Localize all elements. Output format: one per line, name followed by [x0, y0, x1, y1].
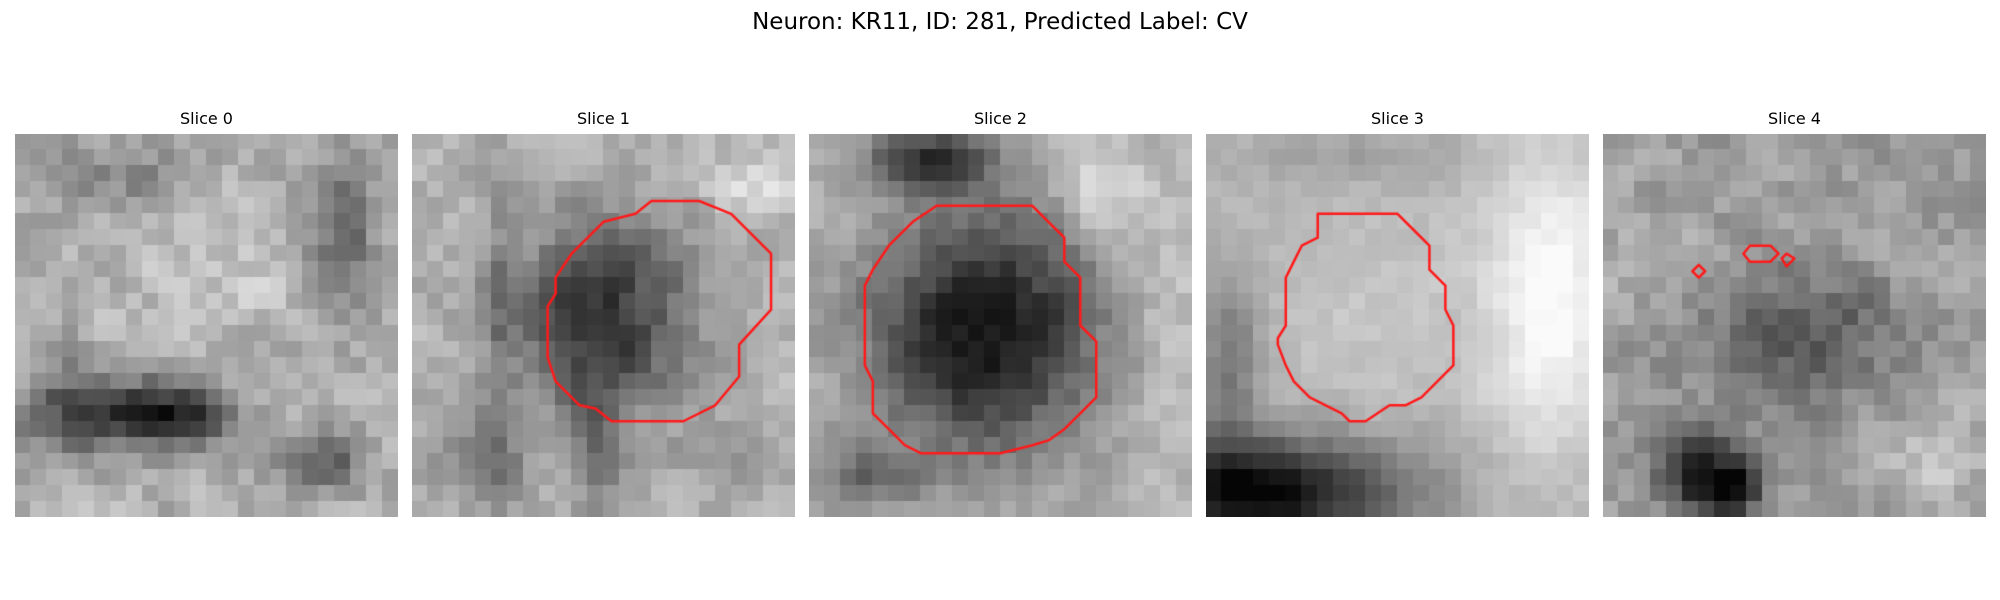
slice-panel-0: Slice 0	[15, 108, 398, 517]
slice-panel-4: Slice 4	[1603, 108, 1986, 517]
slice-image	[412, 134, 795, 517]
slice-panel-3: Slice 3	[1206, 108, 1589, 517]
slice-image	[1603, 134, 1986, 517]
slice-image	[1206, 134, 1589, 517]
slice-title: Slice 1	[577, 109, 630, 128]
slice-title: Slice 0	[180, 109, 233, 128]
slice-panel-1: Slice 1	[412, 108, 795, 517]
slice-image	[809, 134, 1192, 517]
slice-panel-2: Slice 2	[809, 108, 1192, 517]
slice-title: Slice 2	[974, 109, 1027, 128]
figure-title: Neuron: KR11, ID: 281, Predicted Label: …	[752, 9, 1248, 35]
slice-image	[15, 134, 398, 517]
slice-title: Slice 4	[1768, 109, 1821, 128]
slice-title: Slice 3	[1371, 109, 1424, 128]
